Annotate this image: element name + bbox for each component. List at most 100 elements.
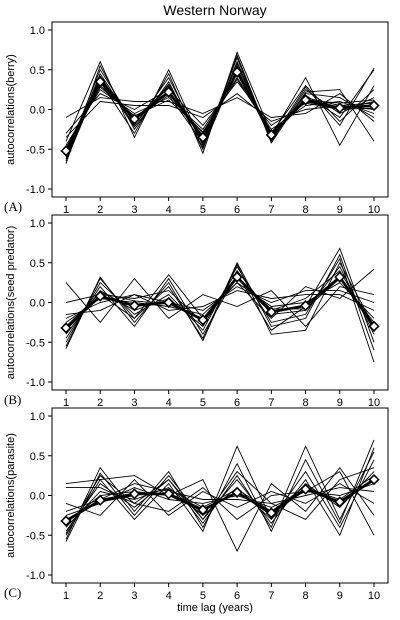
y-tick-label: 1.0 xyxy=(30,218,45,230)
mean-marker xyxy=(334,496,346,508)
mean-marker xyxy=(60,145,72,157)
series-line-13 xyxy=(65,470,375,536)
x-tick-label: 2 xyxy=(97,204,103,216)
mean-line xyxy=(64,69,375,152)
x-tick-label: 8 xyxy=(302,204,308,216)
mean-line xyxy=(65,275,376,329)
series-line-12 xyxy=(65,56,375,147)
mean-marker xyxy=(197,504,209,516)
chart-panel-1: -1.0 -0.5 0.0 0.5 1.0 1 2 3 4 5 6 7 8 9 10 autocorrelat… xyxy=(4,21,389,216)
chart-panel-3: -1.0 -0.5 0.0 0.5 1.0 1 2 3 4 5 6 7 8 9 10 autocorrelat… xyxy=(4,407,389,602)
y-tick-label: -0.5 xyxy=(26,530,45,542)
mean-marker xyxy=(163,86,175,98)
x-tick-label: 2 xyxy=(97,397,103,409)
y-tick-label: -0.5 xyxy=(26,144,45,156)
mean-marker xyxy=(334,271,346,283)
mean-marker xyxy=(60,515,72,527)
series-line-7 xyxy=(65,466,375,553)
x-tick-label: 3 xyxy=(131,397,137,409)
x-tick-label: 1 xyxy=(63,590,69,602)
mean-marker xyxy=(128,113,141,125)
y-tick-label: 0.0 xyxy=(30,105,45,117)
y-axis-label: autocorrelations(parasite) xyxy=(5,433,17,558)
mean-marker xyxy=(265,507,277,519)
y-tick-label: 0.0 xyxy=(30,491,45,503)
panel-tag: (C) xyxy=(4,585,21,600)
x-tick-label: 4 xyxy=(166,590,172,602)
series-line-9 xyxy=(65,68,375,156)
chart-panel-2: -1.0 -0.5 0.0 0.5 1.0 1 2 3 4 5 6 7 8 9 10 autocorrelat… xyxy=(4,214,389,409)
x-tick-label: 7 xyxy=(268,204,274,216)
x-tick-label: 9 xyxy=(337,397,343,409)
mean-marker xyxy=(94,494,106,506)
mean-marker xyxy=(334,102,346,114)
x-tick-label: 6 xyxy=(234,204,240,216)
x-tick-label: 1 xyxy=(63,397,69,409)
series-line-5 xyxy=(65,257,375,363)
x-tick-label: 8 xyxy=(302,590,308,602)
x-tick-label: 5 xyxy=(200,204,206,216)
series-line-2 xyxy=(65,72,375,154)
mean-marker xyxy=(197,131,209,143)
mean-line xyxy=(65,478,375,523)
x-tick-label: 4 xyxy=(166,204,172,216)
series-line-14 xyxy=(65,67,375,159)
panels: -1.0 -0.5 0.0 0.5 1.0 1 2 3 4 5 6 7 8 9 10 autocorrelat… xyxy=(4,21,389,602)
x-tick-label: 9 xyxy=(337,590,343,602)
x-tick-label: 6 xyxy=(234,397,240,409)
mean-marker xyxy=(231,66,243,78)
mean-marker xyxy=(368,99,380,112)
mean-marker xyxy=(163,296,175,309)
mean-marker xyxy=(368,473,380,486)
y-axis-label: autocorrelations(seed predator) xyxy=(5,226,17,379)
mean-marker xyxy=(94,290,106,302)
mean-marker xyxy=(128,300,141,312)
mean-marker xyxy=(163,488,175,500)
x-tick-label: 1 xyxy=(63,204,69,216)
y-tick-label: -0.5 xyxy=(26,337,45,349)
mean-marker xyxy=(94,76,106,88)
mean-marker xyxy=(299,483,312,495)
panel-tag: (B) xyxy=(4,392,21,407)
series-line-11 xyxy=(66,467,375,521)
x-tick-label: 9 xyxy=(337,204,343,216)
figure-title: Western Norway xyxy=(163,2,266,18)
x-tick-label: 7 xyxy=(268,590,274,602)
x-tick-label: 2 xyxy=(97,590,103,602)
series-line-10 xyxy=(65,447,375,542)
x-tick-label: 4 xyxy=(166,397,172,409)
x-tick-label: 7 xyxy=(268,397,274,409)
mean-marker xyxy=(299,94,312,106)
series-line-10 xyxy=(65,261,375,349)
mean-marker xyxy=(231,271,243,283)
x-tick-label: 10 xyxy=(368,204,380,216)
y-tick-label: 0.5 xyxy=(30,65,45,77)
x-axis-label: time lag (years) xyxy=(177,602,253,614)
y-tick-label: 1.0 xyxy=(30,25,45,37)
x-tick-label: 10 xyxy=(368,397,380,409)
panel-tag: (A) xyxy=(4,199,22,214)
y-tick-label: 1.0 xyxy=(30,411,45,423)
x-tick-label: 5 xyxy=(200,397,206,409)
y-tick-label: 0.0 xyxy=(30,298,45,310)
y-axis-label: autocorrelations(berry) xyxy=(5,54,17,165)
y-tick-label: 0.5 xyxy=(30,258,45,270)
x-tick-label: 10 xyxy=(368,590,380,602)
y-tick-label: 0.5 xyxy=(30,451,45,463)
x-tick-label: 6 xyxy=(234,590,240,602)
mean-marker xyxy=(265,306,277,318)
mean-marker xyxy=(197,314,209,326)
mean-marker xyxy=(299,300,312,312)
x-tick-label: 3 xyxy=(131,204,137,216)
mean-marker xyxy=(60,322,72,334)
x-tick-label: 3 xyxy=(131,590,137,602)
x-tick-label: 8 xyxy=(302,397,308,409)
mean-marker xyxy=(368,320,380,332)
y-tick-label: -1.0 xyxy=(26,184,45,196)
y-tick-label: -1.0 xyxy=(26,377,45,389)
mean-marker xyxy=(231,486,243,498)
mean-marker xyxy=(265,129,277,141)
x-tick-label: 5 xyxy=(200,590,206,602)
mean-marker xyxy=(128,488,141,500)
